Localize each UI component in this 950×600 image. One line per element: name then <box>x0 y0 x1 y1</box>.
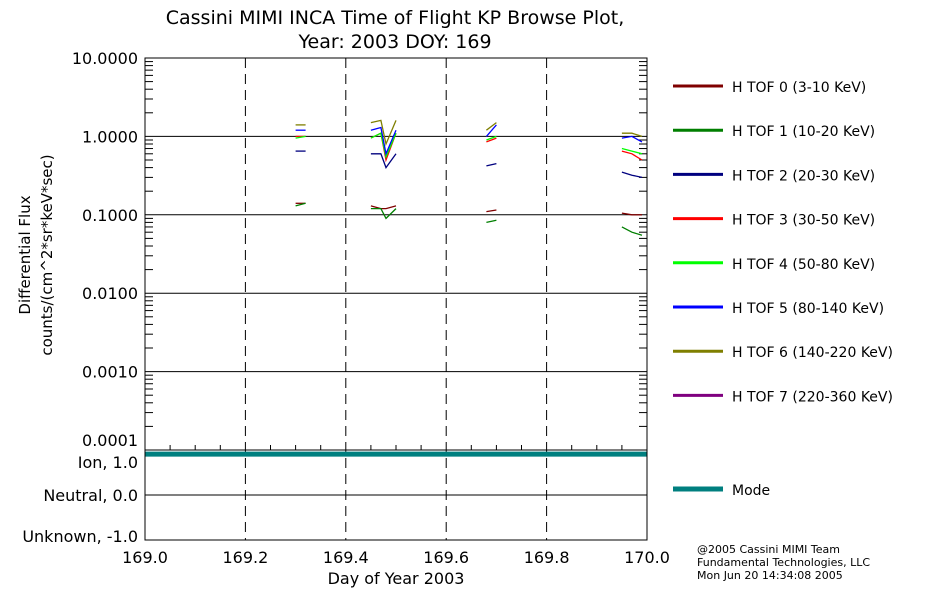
credit-line: Fundamental Technologies, LLC <box>697 556 870 569</box>
series-line-tof0 <box>486 209 497 213</box>
chart-subtitle: Year: 2003 DOY: 169 <box>297 31 491 53</box>
chart-title: Cassini MIMI INCA Time of Flight KP Brow… <box>166 7 625 29</box>
series-line-tof2 <box>621 171 643 179</box>
series-line-tof3 <box>621 150 643 161</box>
x-tick-label: 169.8 <box>524 548 570 567</box>
series-line-tof1 <box>621 226 643 236</box>
legend-label-tof6: H TOF 6 (140-220 KeV) <box>732 345 893 361</box>
legend-label-tof4: H TOF 4 (50-80 KeV) <box>732 257 875 273</box>
series-line-tof2 <box>486 162 497 167</box>
mode-tick-label: Neutral, 0.0 <box>43 486 138 505</box>
y-tick-label: 10.0000 <box>72 49 138 68</box>
series-line-tof4 <box>370 132 397 159</box>
mode-plot-frame <box>144 449 648 541</box>
y-tick-label: 0.0010 <box>82 363 138 382</box>
x-tick-label: 169.0 <box>122 548 168 567</box>
y-tick-label: 0.1000 <box>82 206 138 225</box>
series-line-tof1 <box>486 219 497 224</box>
series-line-tof5 <box>485 124 497 137</box>
y-tick-label: 1.0000 <box>82 127 138 146</box>
series-line-tof1 <box>370 207 397 220</box>
legend-label-tof0: H TOF 0 (3-10 KeV) <box>732 80 866 96</box>
legend-label-mode: Mode <box>732 483 770 499</box>
series-line-tof4 <box>486 135 497 141</box>
x-axis-label: Day of Year 2003 <box>328 569 465 588</box>
series-line-tof0 <box>370 205 397 210</box>
series-line-tof0 <box>621 212 642 216</box>
y-tick-label: 0.0001 <box>82 431 138 450</box>
series-line-tof4 <box>621 147 643 155</box>
y-axis-label-2: counts/(cm^2*sr*keV*sec) <box>38 154 56 355</box>
y-tick-label: 0.0100 <box>82 284 138 303</box>
credit-line: Mon Jun 20 14:34:08 2005 <box>697 569 843 582</box>
series-line-tof6 <box>370 119 397 147</box>
series-line-tof6 <box>486 122 497 131</box>
series-line-tof2 <box>370 153 397 169</box>
series-line-tof6 <box>621 132 643 138</box>
legend-label-tof3: H TOF 3 (30-50 KeV) <box>732 213 875 229</box>
mode-tick-label: Ion, 1.0 <box>78 453 138 472</box>
y-axis-label-1: Differential Flux <box>16 195 34 314</box>
credit-line: @2005 Cassini MIMI Team <box>697 543 840 556</box>
x-tick-label: 169.4 <box>323 548 369 567</box>
legend-label-tof1: H TOF 1 (10-20 KeV) <box>732 124 875 140</box>
x-tick-label: 169.2 <box>222 548 268 567</box>
mode-tick-label: Unknown, -1.0 <box>22 527 138 546</box>
legend-label-tof7: H TOF 7 (220-360 KeV) <box>732 389 893 405</box>
series-line-tof5 <box>370 126 397 157</box>
series-line-tof4 <box>295 135 306 139</box>
series-line-tof5 <box>621 135 643 143</box>
x-tick-label: 169.6 <box>423 548 469 567</box>
legend-label-tof2: H TOF 2 (20-30 KeV) <box>732 168 875 184</box>
flux-plot-frame <box>144 57 648 451</box>
series-line-tof3 <box>486 137 497 143</box>
x-tick-label: 170.0 <box>624 548 670 567</box>
legend-label-tof5: H TOF 5 (80-140 KeV) <box>732 301 884 317</box>
series-line-tof1 <box>295 202 306 207</box>
